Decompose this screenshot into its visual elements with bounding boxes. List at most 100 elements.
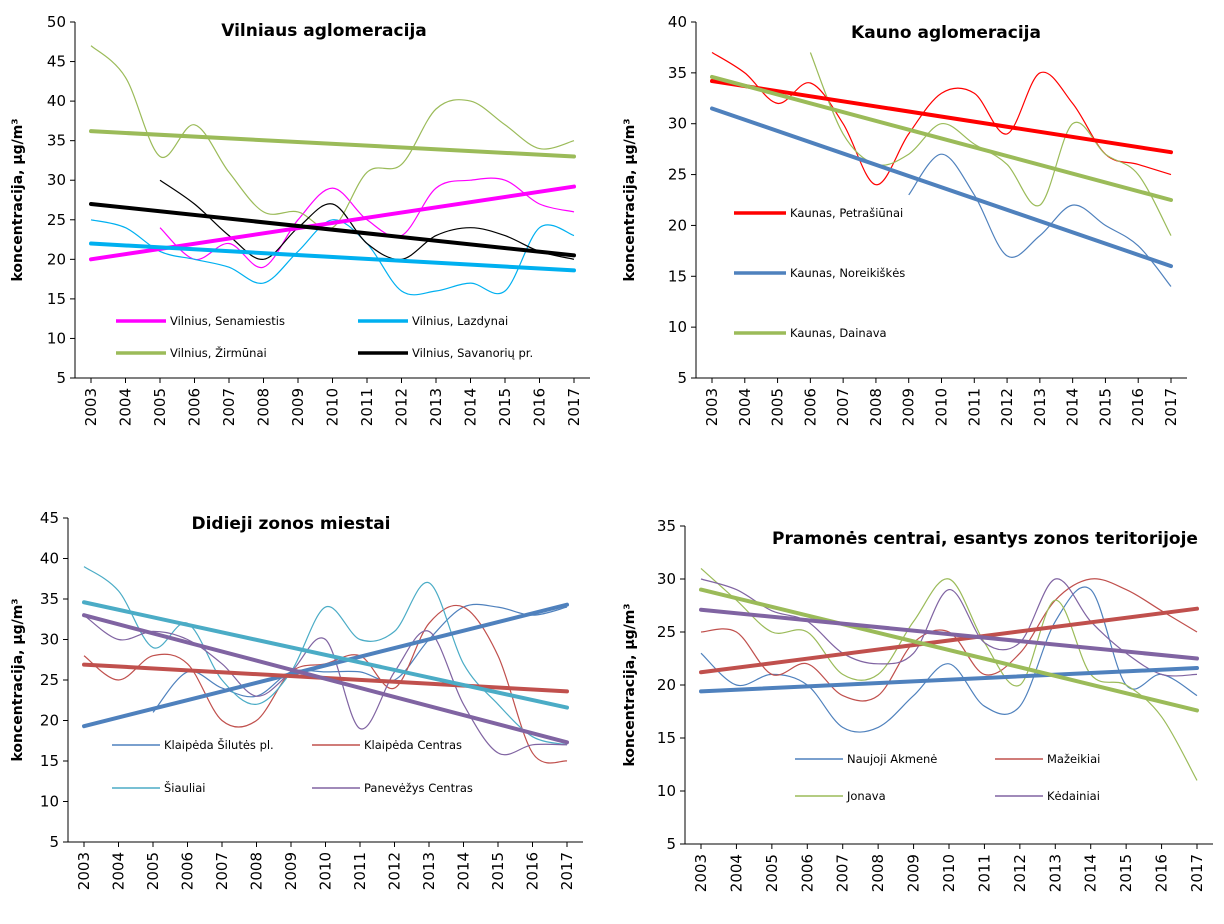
x-tick-label: 2010 xyxy=(324,388,342,426)
chart-vilniaus-aglomeracija: Vilniaus aglomeracija koncentracija, µg/m… xyxy=(10,13,590,426)
y-tick-label: 45 xyxy=(40,509,59,527)
y-tick-label: 15 xyxy=(668,267,687,285)
x-tick-label: 2004 xyxy=(110,852,128,890)
series-line-kaunas-noreikiskes xyxy=(908,153,1172,287)
x-tick-label: 2013 xyxy=(420,852,438,890)
x-tick-label: 2005 xyxy=(769,388,787,426)
y-tick-label: 40 xyxy=(668,13,687,31)
x-tick-label: 2009 xyxy=(905,854,923,892)
y-tick-label: 5 xyxy=(666,835,676,853)
x-tick-label: 2003 xyxy=(75,852,93,890)
trend-line-kaunas-dainava xyxy=(710,74,1173,202)
x-tick-label: 2003 xyxy=(692,854,710,892)
x-tick-label: 2016 xyxy=(1153,854,1171,892)
x-tick-label: 2017 xyxy=(1188,854,1206,892)
legend-label-kedainiai: Kėdainiai xyxy=(1047,789,1100,803)
x-tick-label: 2010 xyxy=(940,854,958,892)
y-tick-label: 5 xyxy=(677,369,687,387)
legend-label-panevezys-centras: Panevėžys Centras xyxy=(364,781,473,795)
y-tick-label: 35 xyxy=(668,64,687,82)
y-tick-label: 30 xyxy=(668,115,687,133)
y-tick-label: 30 xyxy=(657,570,676,588)
x-tick-label: 2016 xyxy=(1129,388,1147,426)
chart-didieji-zonos-miestai: Didieji zonos miestai koncentracija, µg/m… xyxy=(10,509,583,890)
y-tick-label: 20 xyxy=(40,712,59,730)
x-tick-label: 2003 xyxy=(703,388,721,426)
legend-label-siauliai: Šiauliai xyxy=(164,780,205,795)
x-tick-label: 2016 xyxy=(531,388,549,426)
series-line-klaipeda-silutes-pl xyxy=(152,603,568,713)
series-line-vilnius-savanoriu-pr xyxy=(159,179,575,261)
y-tick-label: 15 xyxy=(657,729,676,747)
trend-line-panevezys-centras xyxy=(82,613,569,745)
trend-line-vilnius-zirmunai xyxy=(89,129,576,159)
series-line-vilnius-zirmunai xyxy=(90,45,575,230)
x-tick-label: 2014 xyxy=(462,388,480,426)
x-tick-label: 2006 xyxy=(801,388,819,426)
legend-label-jonava: Jonava xyxy=(846,789,886,803)
series-line-vilnius-senamiestis xyxy=(159,177,575,268)
chart-title: Pramonės centrai, esantys zonos teritori… xyxy=(772,529,1198,549)
series-line-kaunas-petrasiunai xyxy=(711,51,1172,186)
y-axis-label: koncentracija, µg/m³ xyxy=(622,118,638,281)
x-tick-label: 2011 xyxy=(358,388,376,426)
y-axis-label: koncentracija, µg/m³ xyxy=(622,603,638,766)
legend-label-vilnius-savanoriu-pr: Vilnius, Savanorių pr. xyxy=(412,346,533,360)
y-tick-label: 10 xyxy=(47,329,66,347)
legend-label-vilnius-senamiestis: Vilnius, Senamiestis xyxy=(170,314,285,328)
x-tick-label: 2008 xyxy=(248,852,266,890)
x-tick-label: 2003 xyxy=(82,388,100,426)
x-tick-label: 2015 xyxy=(489,852,507,890)
chart-title: Kauno aglomeracija xyxy=(851,23,1041,43)
legend-label-vilnius-lazdynai: Vilnius, Lazdynai xyxy=(412,314,508,328)
series-line-naujoji-akmene xyxy=(700,586,1198,733)
x-tick-label: 2013 xyxy=(1031,388,1049,426)
x-tick-label: 2009 xyxy=(289,388,307,426)
y-tick-label: 20 xyxy=(668,216,687,234)
x-tick-label: 2012 xyxy=(386,852,404,890)
x-tick-label: 2005 xyxy=(144,852,162,890)
x-tick-label: 2004 xyxy=(117,388,135,426)
legend-label-kaunas-noreikiskes: Kaunas, Noreikiškės xyxy=(790,266,905,280)
x-tick-label: 2006 xyxy=(179,852,197,890)
x-tick-label: 2011 xyxy=(975,854,993,892)
x-tick-label: 2007 xyxy=(220,388,238,426)
trend-line-naujoji-akmene xyxy=(699,666,1199,694)
series-line-kedainiai xyxy=(700,578,1198,677)
x-tick-label: 2014 xyxy=(455,852,473,890)
x-tick-label: 2007 xyxy=(213,852,231,890)
y-tick-label: 5 xyxy=(56,369,66,387)
y-tick-label: 35 xyxy=(40,590,59,608)
x-tick-label: 2016 xyxy=(524,852,542,890)
y-tick-label: 40 xyxy=(40,550,59,568)
x-tick-label: 2013 xyxy=(1046,854,1064,892)
x-tick-label: 2008 xyxy=(867,388,885,426)
y-tick-label: 25 xyxy=(47,211,66,229)
series-line-vilnius-lazdynai xyxy=(90,219,575,296)
x-tick-label: 2012 xyxy=(393,388,411,426)
chart-kauno-aglomeracija: Kauno aglomeracija koncentracija, µg/m³ 5 1… xyxy=(622,13,1187,426)
trend-line-kaunas-petrasiunai xyxy=(710,78,1173,155)
x-tick-label: 2010 xyxy=(933,388,951,426)
trend-line-siauliai xyxy=(82,600,569,710)
x-tick-label: 2008 xyxy=(255,388,273,426)
trend-line-vilnius-lazdynai xyxy=(89,241,576,273)
x-tick-label: 2004 xyxy=(736,388,754,426)
x-tick-label: 2015 xyxy=(496,388,514,426)
y-tick-label: 20 xyxy=(657,676,676,694)
y-tick-label: 15 xyxy=(47,290,66,308)
x-tick-label: 2006 xyxy=(186,388,204,426)
legend-label-klaipeda-silutes-pl: Klaipėda Šilutės pl. xyxy=(164,737,274,752)
y-tick-label: 35 xyxy=(657,517,676,535)
x-tick-label: 2008 xyxy=(869,854,887,892)
series-line-jonava xyxy=(700,567,1198,781)
x-tick-label: 2007 xyxy=(834,388,852,426)
trend-line-vilnius-savanoriu-pr xyxy=(89,201,576,258)
x-tick-label: 2007 xyxy=(834,854,852,892)
x-tick-label: 2005 xyxy=(151,388,169,426)
legend-label-naujoji-akmene: Naujoji Akmenė xyxy=(847,752,937,766)
x-tick-label: 2004 xyxy=(727,854,745,892)
legend-label-klaipeda-centras: Klaipėda Centras xyxy=(364,738,462,752)
y-axis-label: koncentracija, µg/m³ xyxy=(10,118,26,281)
x-tick-label: 2014 xyxy=(1064,388,1082,426)
